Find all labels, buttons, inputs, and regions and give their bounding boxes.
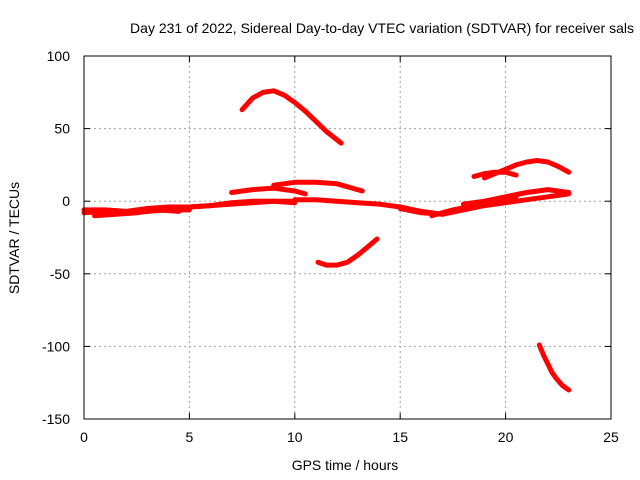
- y-tick-label: -150: [42, 411, 70, 427]
- x-tick-label: 0: [80, 429, 88, 445]
- y-tick-label: 50: [54, 121, 70, 137]
- tick-layer: 0 5 10 15 20 25 -150 -100 -50 0 50 100: [42, 48, 619, 445]
- series-line-15: [536, 342, 572, 393]
- series-line-12: [315, 236, 380, 268]
- series-line-5: [229, 185, 308, 197]
- series-line-11: [239, 88, 344, 146]
- series-line-10: [460, 187, 572, 207]
- y-axis-title: SDTVAR / TECUs: [6, 182, 22, 294]
- x-tick-label: 25: [603, 429, 619, 445]
- y-tick-label: -50: [50, 266, 70, 282]
- series-line-14: [482, 158, 572, 181]
- series-line-4: [186, 198, 298, 210]
- x-axis-title: GPS time / hours: [292, 457, 399, 473]
- x-tick-label: 10: [287, 429, 303, 445]
- x-tick-label: 20: [498, 429, 514, 445]
- series-line-3: [92, 207, 182, 219]
- series-layer: [81, 88, 572, 393]
- y-tick-label: 100: [47, 48, 71, 64]
- grid-layer: [84, 56, 611, 419]
- chart-title: Day 231 of 2022, Sidereal Day-to-day VTE…: [130, 20, 634, 36]
- x-tick-label: 5: [186, 429, 194, 445]
- y-tick-label: -100: [42, 338, 70, 354]
- x-tick-label: 15: [392, 429, 408, 445]
- series-line-6: [271, 179, 365, 194]
- y-tick-label: 0: [62, 193, 70, 209]
- plot-frame: [83, 55, 612, 420]
